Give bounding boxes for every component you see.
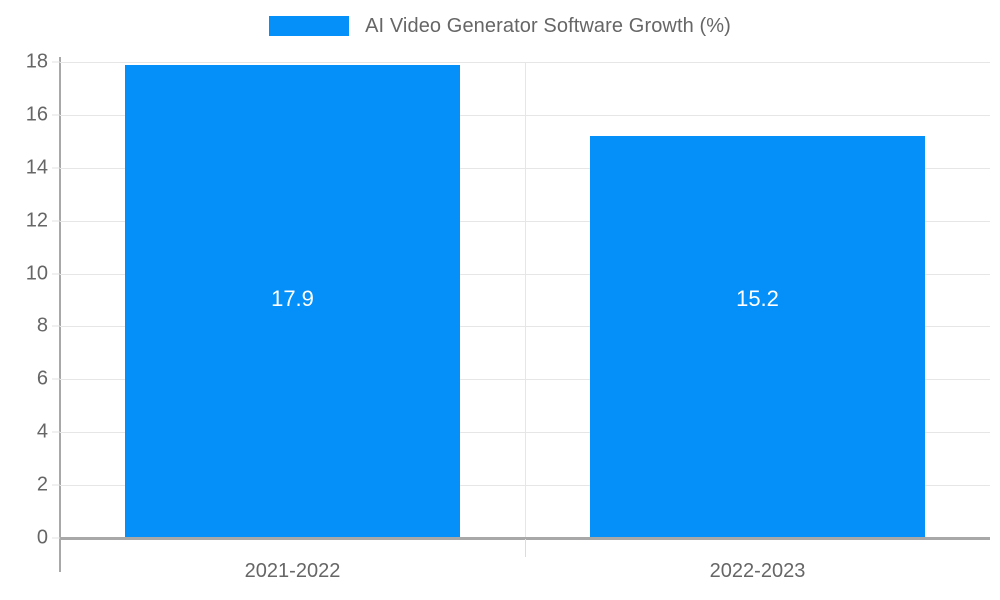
bar-2021-2022[interactable]: 17.9 bbox=[125, 64, 460, 538]
y-tick-mark-16 bbox=[52, 114, 60, 116]
y-tick-mark-4 bbox=[52, 431, 60, 433]
legend-color-swatch-icon bbox=[269, 16, 350, 36]
bar-value-label: 15.2 bbox=[736, 286, 779, 311]
x-axis-line bbox=[60, 537, 990, 539]
y-tick-label-16: 16 bbox=[25, 103, 48, 126]
x-tick-label-2021-2022: 2021-2022 bbox=[244, 560, 341, 582]
bar-value-label: 17.9 bbox=[271, 286, 314, 311]
legend-item-series-0[interactable]: AI Video Generator Software Growth (%) bbox=[269, 15, 731, 38]
y-tick-mark-6 bbox=[52, 378, 60, 380]
x-tick-mark-1 bbox=[525, 539, 526, 557]
y-tick-label-0: 0 bbox=[36, 526, 48, 549]
chart-legend: AI Video Generator Software Growth (%) bbox=[0, 0, 1000, 52]
x-tick-label-2022-2023: 2022-2023 bbox=[709, 560, 806, 582]
y-tick-label-18: 18 bbox=[25, 50, 48, 73]
y-axis-line bbox=[59, 57, 61, 572]
y-tick-label-2: 2 bbox=[36, 473, 48, 496]
y-tick-label-6: 6 bbox=[36, 367, 48, 390]
y-tick-mark-10 bbox=[52, 273, 60, 275]
legend-label: AI Video Generator Software Growth (%) bbox=[365, 14, 731, 37]
plot-area: 17.9 15.2 bbox=[60, 62, 990, 540]
y-tick-mark-14 bbox=[52, 167, 60, 169]
y-tick-mark-8 bbox=[52, 325, 60, 327]
y-tick-label-12: 12 bbox=[25, 209, 48, 232]
y-tick-mark-12 bbox=[52, 220, 60, 222]
y-tick-mark-0 bbox=[52, 537, 60, 539]
y-tick-label-4: 4 bbox=[36, 420, 48, 443]
bar-2022-2023[interactable]: 15.2 bbox=[590, 136, 925, 538]
y-tick-label-10: 10 bbox=[25, 262, 48, 285]
y-tick-label-14: 14 bbox=[25, 156, 48, 179]
vertical-gridline-1 bbox=[525, 62, 526, 538]
y-tick-label-8: 8 bbox=[36, 314, 48, 337]
y-tick-mark-2 bbox=[52, 484, 60, 486]
y-tick-mark-18 bbox=[52, 61, 60, 63]
